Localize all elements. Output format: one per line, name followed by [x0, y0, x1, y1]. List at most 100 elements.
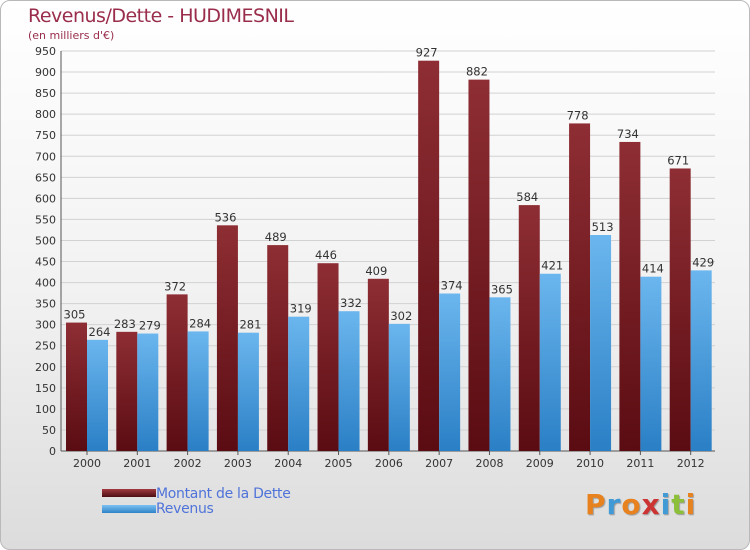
bar-dette	[166, 294, 188, 451]
bar-revenus	[237, 332, 259, 451]
data-label: 584	[516, 190, 538, 204]
bar-dette	[317, 263, 339, 451]
y-tick-label: 500	[35, 234, 56, 247]
bar-dette	[367, 278, 389, 451]
logo-letter: t	[671, 488, 686, 521]
y-tick-label: 750	[35, 129, 56, 142]
data-label: 927	[416, 46, 438, 60]
bar-revenus	[439, 293, 461, 451]
data-label: 513	[592, 220, 614, 234]
legend-label-revenus: Revenus	[156, 501, 214, 517]
y-tick-label: 150	[35, 382, 56, 395]
data-label: 429	[692, 255, 714, 269]
data-label: 372	[164, 279, 186, 293]
bar-revenus	[87, 339, 108, 451]
data-label: 414	[642, 262, 664, 276]
bar-dette	[518, 205, 540, 451]
bar-revenus	[690, 270, 712, 451]
data-label: 279	[139, 319, 161, 333]
data-label: 365	[491, 282, 513, 296]
data-label: 283	[114, 317, 136, 331]
x-tick-label: 2000	[73, 457, 101, 470]
data-label: 302	[390, 309, 412, 323]
data-label: 446	[315, 248, 337, 262]
y-tick-label: 650	[35, 171, 56, 184]
y-tick-label: 600	[35, 192, 56, 205]
logo-letter: x	[641, 488, 661, 521]
y-tick-label: 50	[42, 424, 56, 437]
bar-revenus	[388, 323, 410, 451]
y-tick-label: 300	[35, 319, 56, 332]
bar-dette	[66, 322, 87, 451]
data-label: 284	[189, 316, 211, 330]
data-label: 305	[64, 308, 86, 322]
logo-letter: i	[660, 488, 672, 521]
bar-dette	[267, 245, 289, 451]
x-tick-label: 2009	[526, 457, 554, 470]
data-label: 536	[214, 210, 236, 224]
y-tick-label: 450	[35, 256, 56, 269]
x-tick-label: 2006	[375, 457, 403, 470]
bar-revenus	[288, 316, 310, 451]
bar-dette	[468, 79, 490, 451]
x-tick-label: 2010	[576, 457, 604, 470]
bar-revenus	[640, 276, 662, 451]
bar-revenus	[187, 331, 209, 451]
chart-title: Revenus/Dette - HUDIMESNIL	[28, 5, 294, 27]
logo-letter: o	[621, 488, 642, 521]
bar-dette	[418, 60, 440, 452]
data-label: 778	[567, 108, 589, 122]
legend-swatch-revenus	[102, 505, 156, 513]
data-label: 264	[89, 325, 111, 339]
bar-revenus	[338, 311, 360, 451]
legend-label-dette: Montant de la Dette	[156, 486, 291, 502]
y-tick-label: 350	[35, 298, 56, 311]
data-label: 734	[617, 127, 639, 141]
bar-dette	[669, 168, 691, 451]
data-label: 281	[239, 318, 261, 332]
data-label: 409	[365, 264, 387, 278]
x-tick-label: 2002	[174, 457, 202, 470]
data-label: 882	[466, 65, 488, 79]
y-tick-label: 550	[35, 213, 56, 226]
logo-letter: r	[606, 488, 622, 521]
chart-subtitle: (en milliers d'€)	[28, 29, 115, 42]
data-label: 421	[541, 259, 563, 273]
logo-letter: i	[685, 488, 697, 521]
data-label: 489	[265, 230, 287, 244]
data-label: 671	[667, 153, 689, 167]
proxiti-logo: Proxiti	[585, 488, 696, 521]
bar-revenus	[590, 235, 612, 451]
data-label: 319	[290, 302, 312, 316]
x-tick-label: 2008	[475, 457, 503, 470]
data-label: 332	[340, 296, 362, 310]
y-tick-label: 400	[35, 277, 56, 290]
x-tick-label: 2005	[325, 457, 353, 470]
bar-revenus	[489, 297, 511, 451]
y-tick-label: 0	[49, 445, 56, 458]
x-tick-label: 2003	[224, 457, 252, 470]
y-tick-label: 200	[35, 361, 56, 374]
bar-revenus	[539, 273, 561, 451]
x-tick-label: 2011	[626, 457, 654, 470]
bar-revenus	[137, 333, 159, 451]
bar-dette	[619, 141, 641, 451]
x-tick-label: 2012	[677, 457, 705, 470]
y-tick-label: 950	[35, 45, 56, 58]
x-tick-label: 2004	[274, 457, 302, 470]
y-tick-label: 900	[35, 66, 56, 79]
y-tick-label: 700	[35, 150, 56, 163]
bar-dette	[216, 225, 238, 451]
x-tick-label: 2001	[123, 457, 151, 470]
legend-swatch-dette	[102, 489, 156, 497]
x-tick-label: 2007	[425, 457, 453, 470]
y-tick-label: 850	[35, 87, 56, 100]
data-label: 374	[441, 279, 463, 293]
y-tick-label: 250	[35, 340, 56, 353]
logo-letter: P	[585, 488, 607, 521]
y-tick-label: 800	[35, 108, 56, 121]
bar-dette	[569, 123, 591, 451]
bar-dette	[116, 331, 138, 451]
